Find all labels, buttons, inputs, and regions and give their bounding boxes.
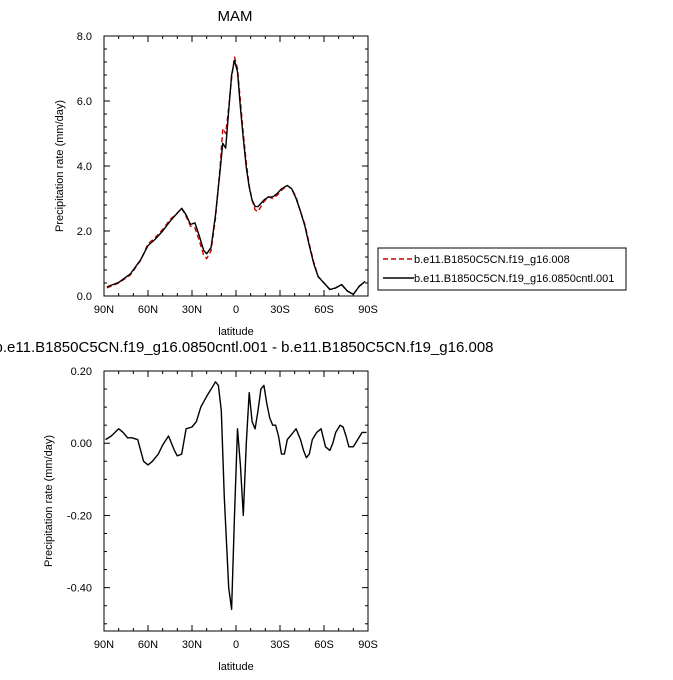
bottom-chart-title: b.e11.B1850C5CN.f19_g16.0850cntl.001 - b…: [0, 339, 493, 356]
top-y-tick-label: 6.0: [77, 96, 92, 108]
bottom-x-axis-title: latitude: [218, 661, 253, 673]
bottom-plot-frame: [103, 370, 369, 632]
top-tick-labels: 90N 60N 30N 0 30S 60S 90S 0.0 2.0 4.0 6.0 8.0: [77, 31, 378, 316]
top-x-tick-label: 90S: [358, 304, 378, 316]
top-chart-title: MAM: [218, 8, 253, 25]
bottom-x-tick-label: 0: [233, 639, 239, 651]
bottom-x-tick-label: 60S: [314, 639, 334, 651]
top-x-axis-title: latitude: [218, 326, 253, 338]
top-ticks: [103, 35, 369, 297]
top-x-tick-label: 60S: [314, 304, 334, 316]
bottom-panel: b.e11.B1850C5CN.f19_g16.0850cntl.001 - b…: [0, 339, 493, 673]
legend-box: [377, 247, 627, 291]
top-x-tick-label: 0: [233, 304, 239, 316]
bottom-x-tick-label: 90S: [358, 639, 378, 651]
top-y-tick-label: 2.0: [77, 226, 92, 238]
legend-label-1: b.e11.B1850C5CN.f19_g16.0850cntl.001: [414, 273, 614, 285]
top-plot-frame: [103, 35, 369, 297]
top-series-line-0: [106, 56, 366, 296]
top-series-line-1: [106, 59, 366, 296]
bottom-y-tick-label: 0.20: [71, 366, 92, 378]
top-y-tick-label: 4.0: [77, 161, 92, 173]
bottom-x-tick-label: 30N: [182, 639, 202, 651]
bottom-x-tick-label: 30S: [270, 639, 290, 651]
bottom-y-tick-label: 0.00: [71, 438, 92, 450]
bottom-ticks: [103, 370, 369, 631]
top-x-tick-label: 90N: [94, 304, 114, 316]
top-x-tick-label: 60N: [138, 304, 158, 316]
top-x-tick-label: 30N: [182, 304, 202, 316]
legend-items: b.e11.B1850C5CN.f19_g16.008 b.e11.B1850C5…: [383, 254, 614, 285]
top-y-axis-title: Precipitation rate (mm/day): [54, 100, 66, 232]
top-x-tick-label: 30S: [270, 304, 290, 316]
legend-label-0: b.e11.B1850C5CN.f19_g16.008: [414, 254, 570, 266]
top-y-tick-label: 0.0: [77, 291, 92, 303]
bottom-series-line-0: [105, 381, 367, 610]
bottom-series-lines: [105, 381, 367, 610]
bottom-tick-labels: 90N 60N 30N 0 30S 60S 90S -0.40 -0.20 0.00 0.20: [67, 366, 378, 651]
bottom-y-tick-label: -0.40: [67, 583, 92, 595]
bottom-y-tick-label: -0.20: [67, 510, 92, 522]
bottom-x-tick-label: 90N: [94, 639, 114, 651]
top-series-lines: [106, 56, 366, 296]
top-panel: MAM 90N 60N 30N 0 30S 60S 90S 0.0 2.0 4.0 6.0 8.0 l…: [54, 8, 378, 338]
bottom-y-axis-title: Precipitation rate (mm/day): [43, 435, 55, 567]
legend: b.e11.B1850C5CN.f19_g16.008 b.e11.B1850C5…: [377, 247, 627, 291]
bottom-x-tick-label: 60N: [138, 639, 158, 651]
top-y-tick-label: 8.0: [77, 31, 92, 43]
